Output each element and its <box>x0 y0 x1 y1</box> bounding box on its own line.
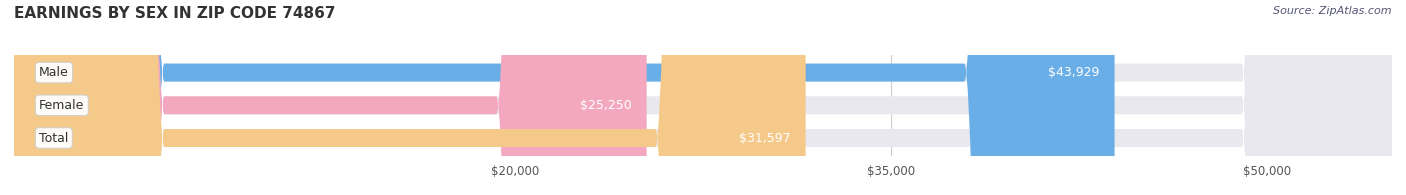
Text: $25,250: $25,250 <box>579 99 631 112</box>
FancyBboxPatch shape <box>14 0 1392 195</box>
Text: Source: ZipAtlas.com: Source: ZipAtlas.com <box>1274 6 1392 16</box>
Text: $31,597: $31,597 <box>740 131 790 144</box>
Text: Female: Female <box>39 99 84 112</box>
FancyBboxPatch shape <box>14 0 1392 195</box>
FancyBboxPatch shape <box>14 0 1392 195</box>
FancyBboxPatch shape <box>14 0 647 195</box>
Text: Total: Total <box>39 131 69 144</box>
FancyBboxPatch shape <box>14 0 806 195</box>
Text: $43,929: $43,929 <box>1049 66 1099 79</box>
Text: Male: Male <box>39 66 69 79</box>
FancyBboxPatch shape <box>14 0 1115 195</box>
Text: EARNINGS BY SEX IN ZIP CODE 74867: EARNINGS BY SEX IN ZIP CODE 74867 <box>14 6 336 21</box>
